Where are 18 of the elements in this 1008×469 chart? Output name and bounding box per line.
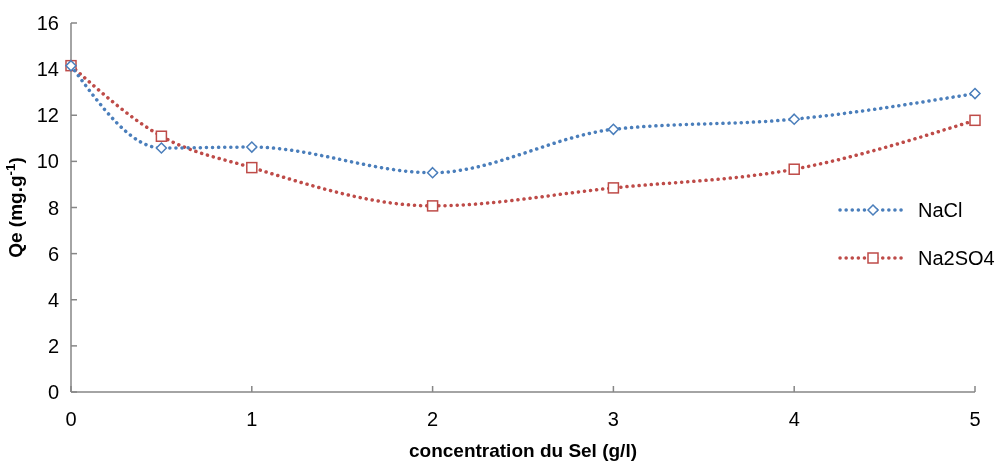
x-tick-label: 2 (427, 408, 439, 430)
x-tick-label: 0 (65, 408, 77, 430)
y-tick-label: 12 (36, 104, 59, 127)
y-tick-label: 16 (36, 12, 59, 34)
x-axis-title: concentration du Sel (g/l) (408, 440, 638, 461)
y-tick-label: 0 (47, 381, 59, 403)
y-tick-label: 4 (47, 288, 59, 311)
y-tick-label: 8 (47, 196, 59, 219)
x-tick-label: 4 (788, 408, 800, 430)
legend-label: Na2SO4 (918, 247, 995, 269)
y-tick-label: 6 (47, 242, 59, 265)
x-tick-label: 3 (607, 408, 619, 430)
y-tick-label: 10 (36, 150, 59, 173)
legend-label: NaCl (918, 199, 963, 221)
y-tick-label: 2 (47, 334, 59, 357)
x-tick-label: 1 (246, 408, 258, 430)
x-tick-label: 5 (969, 408, 981, 430)
y-tick-label: 14 (36, 58, 59, 81)
